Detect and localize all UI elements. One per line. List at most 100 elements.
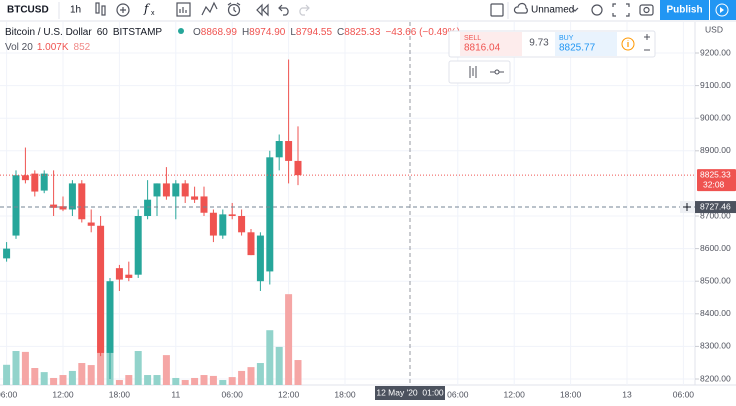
volume-bar (153, 375, 161, 385)
x-tick-label: 13 (622, 389, 632, 399)
volume-bar (247, 367, 255, 385)
currency: USD (705, 24, 723, 34)
play-icon-triangle (720, 7, 724, 13)
order-line-icon (494, 69, 500, 75)
replay-button[interactable] (256, 3, 269, 17)
candle-body (275, 141, 283, 158)
volume-bar (87, 365, 95, 385)
quantity-buttons[interactable] (644, 34, 650, 51)
order-toolbar (448, 60, 511, 84)
interval[interactable]: 1h (70, 5, 81, 16)
y-tick-label: 9000.00 (700, 112, 731, 122)
chart-style-button[interactable] (95, 2, 106, 16)
volume-bar (294, 360, 302, 385)
compare-button[interactable] (116, 3, 130, 17)
snapshot-button[interactable] (639, 4, 654, 16)
candle-body (125, 274, 133, 278)
volume-bar (68, 370, 76, 385)
publish-button[interactable] (660, 0, 709, 20)
volume-ma: 1.007K (37, 42, 69, 53)
layout-name[interactable]: Unnamed (531, 5, 574, 16)
volume-bar (285, 294, 293, 385)
last-price-label: 8825.33 (700, 169, 731, 179)
settings-button[interactable] (591, 4, 603, 16)
volume-bar (125, 375, 133, 385)
x-tick-label: 12:00 (278, 389, 300, 399)
candle-body (31, 173, 39, 192)
toolbar (0, 0, 736, 21)
alert-button[interactable] (227, 2, 241, 17)
crosshair-time-box (375, 386, 445, 400)
crosshair-price-label: 8727.46 (700, 201, 731, 211)
last-price-box (697, 169, 736, 192)
countdown: 32:08 (703, 179, 725, 189)
candle-body (172, 183, 180, 197)
exchange: BITSTAMP (113, 27, 163, 38)
volume-bar (78, 363, 86, 385)
crosshair-price-box (695, 201, 736, 214)
y-tick-label: 8900.00 (700, 145, 731, 155)
ohlc-values: O8868.99 H8974.90 L8794.55 C8825.33 −43.66 (… (193, 27, 460, 38)
candle-body (181, 183, 189, 197)
symbol-name: Bitcoin / U.S. Dollar (5, 27, 92, 38)
candle-body (247, 232, 255, 256)
volume-bar (31, 368, 39, 385)
candle-body (50, 204, 58, 208)
volume-bar (3, 364, 11, 385)
undo-button[interactable] (278, 4, 289, 16)
volume-bar (134, 351, 142, 385)
x-tick-label: 06:00 (0, 389, 18, 399)
sell-button[interactable] (460, 32, 522, 56)
x-tick-label: 12:00 (52, 389, 74, 399)
buy-button[interactable] (555, 32, 617, 56)
volume-bar (219, 380, 227, 385)
crosshair-time-label: 12 May '20 01:00 (376, 387, 444, 397)
spread: 9.73 (529, 38, 549, 49)
publish-label: Publish (666, 5, 702, 16)
candle-body (97, 225, 105, 353)
info-button[interactable] (621, 37, 635, 51)
candle-body (200, 196, 208, 213)
volume-bar (238, 370, 246, 385)
play-icon (715, 3, 729, 17)
volume-label: Vol 20 (5, 42, 33, 53)
dom-button[interactable] (469, 66, 477, 78)
ohlc-value: 8794.55 (296, 27, 333, 38)
x-tick-label: 18:00 (109, 389, 131, 399)
legend-title: Bitcoin / U.S. Dollar 60 BITSTAMP (5, 27, 162, 38)
ohlc-key: L (290, 27, 296, 38)
redo-button[interactable] (299, 4, 310, 16)
candle-body (134, 216, 142, 275)
ohlc-value: 8974.90 (249, 27, 286, 38)
candle-body (191, 196, 199, 200)
volume-bar (275, 346, 283, 385)
candle-body (266, 157, 274, 272)
x-tick-label: 12:00 (504, 389, 526, 399)
financials-button[interactable] (201, 1, 218, 16)
volume-bar (21, 351, 29, 385)
fullscreen-select-button[interactable] (490, 3, 504, 17)
market-status (178, 28, 184, 34)
fullscreen-button[interactable] (612, 3, 630, 17)
candle-body (21, 175, 29, 181)
y-tick-label: 8500.00 (700, 275, 731, 285)
layout-dropdown[interactable] (571, 7, 579, 12)
candle-body (228, 214, 236, 217)
candle-body (294, 160, 302, 176)
x-tick-label: 18:00 (560, 389, 582, 399)
volume-bar (144, 375, 152, 385)
volume-bar (50, 377, 58, 385)
y-tick-label: 8400.00 (700, 308, 731, 318)
candle-body (285, 141, 293, 161)
candle-body (219, 214, 227, 236)
volume-legend: Vol 20 1.007K 852 (5, 42, 91, 53)
buy-price: 8825.77 (559, 43, 596, 54)
volume-bar (172, 377, 180, 385)
templates-button[interactable] (176, 2, 191, 17)
candle-body (87, 222, 95, 226)
indicators-icon: f (143, 2, 151, 16)
volume-bar (228, 377, 236, 385)
symbol[interactable]: BTCUSD (7, 5, 49, 16)
volume-bar (256, 363, 264, 385)
